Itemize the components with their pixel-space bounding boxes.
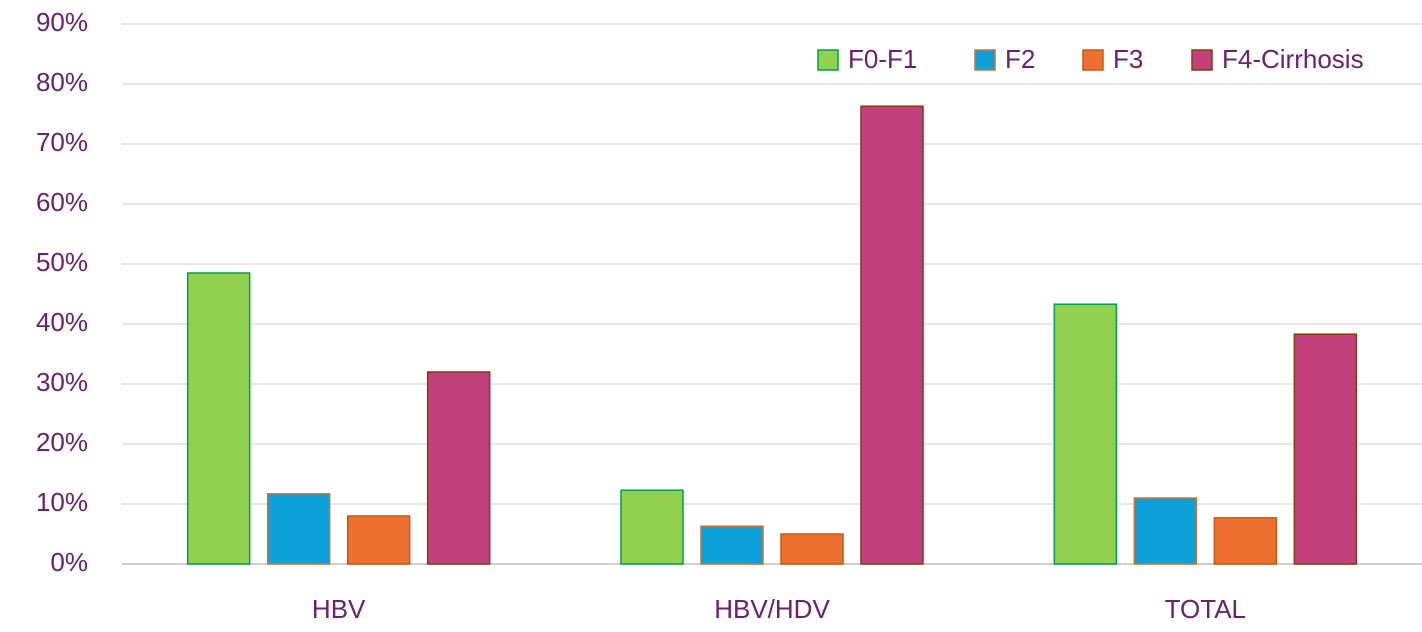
bar	[186, 272, 251, 565]
y-tick-label: 10%	[36, 487, 88, 517]
legend-label: F0-F1	[848, 44, 917, 74]
x-tick-label: HBV	[312, 594, 366, 624]
legend-item: F3	[1082, 44, 1143, 74]
legend-swatch	[974, 49, 996, 71]
bar	[1053, 303, 1118, 565]
x-tick-label: TOTAL	[1165, 594, 1246, 624]
y-tick-label: 20%	[36, 427, 88, 457]
legend-item: F0-F1	[817, 44, 917, 74]
bar	[620, 489, 684, 565]
legend-label: F4-Cirrhosis	[1222, 44, 1364, 74]
bar	[426, 371, 491, 565]
bar	[860, 105, 924, 565]
bar	[1133, 497, 1198, 565]
legend-label: F3	[1113, 44, 1143, 74]
x-tick-label: HBV/HDV	[714, 594, 830, 624]
y-tick-label: 30%	[36, 367, 88, 397]
y-tick-label: 80%	[36, 67, 88, 97]
legend-swatch	[1082, 49, 1104, 71]
y-tick-label: 90%	[36, 7, 88, 37]
legend-item: F4-Cirrhosis	[1191, 44, 1364, 74]
bar	[346, 515, 411, 565]
bar	[1293, 333, 1358, 565]
legend-swatch	[1191, 49, 1213, 71]
legend-label: F2	[1005, 44, 1035, 74]
y-tick-label: 60%	[36, 187, 88, 217]
y-tick-label: 70%	[36, 127, 88, 157]
y-tick-label: 50%	[36, 247, 88, 277]
y-tick-label: 0%	[50, 547, 88, 577]
bar	[266, 493, 331, 565]
y-tick-label: 40%	[36, 307, 88, 337]
bar	[700, 525, 764, 565]
legend-item: F2	[974, 44, 1035, 74]
bar	[780, 533, 844, 565]
legend-swatch	[817, 49, 839, 71]
bar	[1213, 517, 1278, 565]
